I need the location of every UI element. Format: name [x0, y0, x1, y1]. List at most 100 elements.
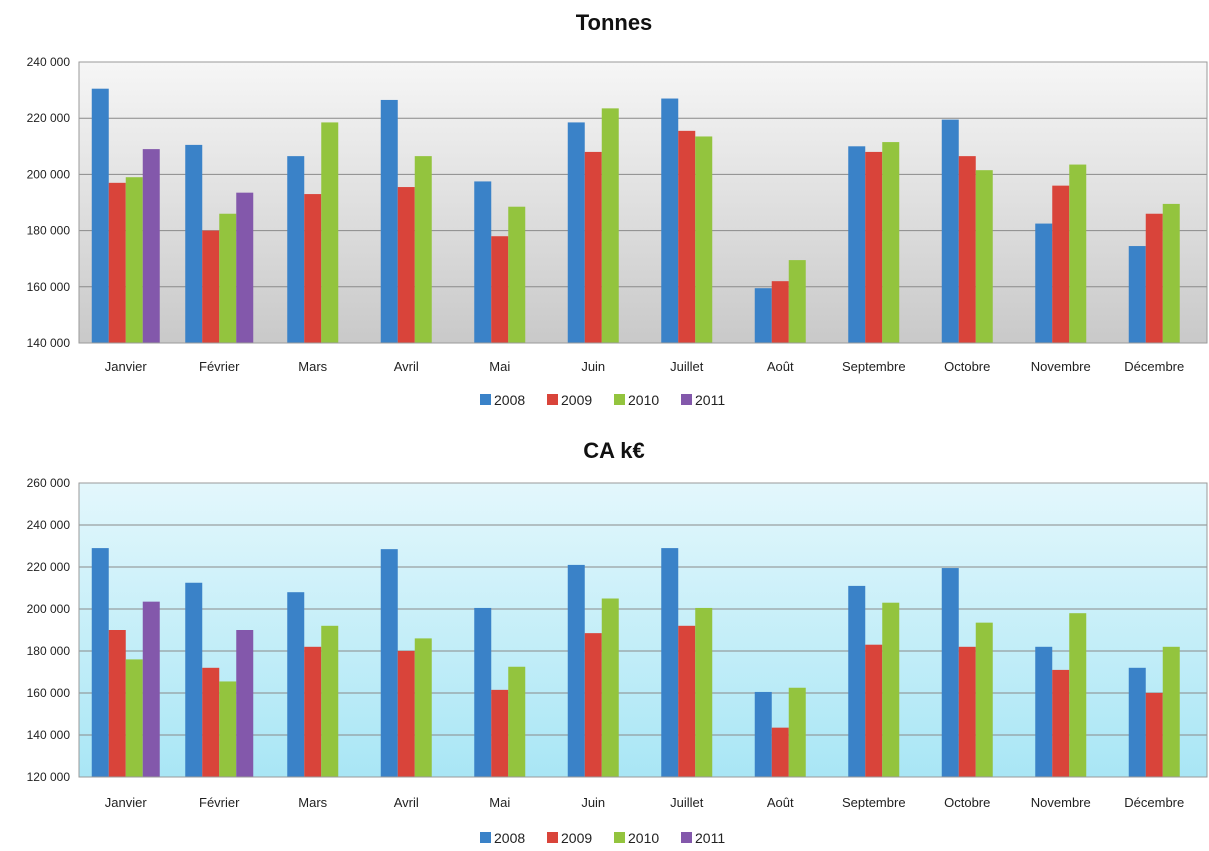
plot-area — [79, 62, 1207, 343]
legend-label-2008: 2008 — [494, 392, 525, 408]
bar-2008-6 — [661, 548, 679, 777]
bar-2008-6 — [661, 98, 679, 343]
legend-swatch-2009 — [547, 832, 558, 843]
legend-swatch-2010 — [614, 394, 625, 405]
bar-2008-3 — [380, 549, 398, 777]
bar-2011-1 — [236, 630, 254, 777]
bar-2008-11 — [1128, 246, 1146, 343]
bar-2009-3 — [397, 187, 415, 343]
x-tick-label: Juillet — [670, 795, 704, 810]
bar-2008-1 — [185, 582, 203, 777]
plot-border — [78, 482, 1208, 778]
plot-area — [79, 483, 1207, 777]
bar-2010-11 — [1162, 203, 1180, 343]
bar-2010-5 — [601, 108, 619, 344]
bar-2010-3 — [414, 638, 432, 777]
bar-2008-0 — [91, 548, 109, 777]
bar-2008-5 — [567, 564, 585, 777]
bars — [91, 88, 1180, 344]
bar-2009-6 — [678, 625, 696, 777]
bar-2008-9 — [941, 119, 959, 343]
y-tick-label: 120 000 — [27, 770, 71, 784]
bar-2010-9 — [975, 170, 993, 343]
bar-2010-1 — [219, 681, 237, 777]
bar-2009-4 — [491, 236, 509, 343]
legend-swatch-2008 — [480, 832, 491, 843]
bar-2009-2 — [304, 194, 322, 343]
x-tick-label: Novembre — [1031, 795, 1091, 810]
bar-2011-0 — [142, 149, 160, 343]
bar-2009-8 — [865, 644, 883, 777]
x-tick-label: Octobre — [944, 795, 990, 810]
x-tick-label: Février — [199, 795, 240, 810]
bar-2009-11 — [1145, 693, 1163, 777]
legend-label-2008: 2008 — [494, 830, 525, 846]
legend-swatch-2010 — [614, 832, 625, 843]
bar-2008-0 — [91, 88, 109, 343]
bar-2011-0 — [142, 601, 160, 777]
bar-2009-0 — [108, 182, 126, 343]
x-tick-label: Juillet — [670, 359, 704, 374]
y-tick-label: 200 000 — [27, 602, 71, 616]
bar-2010-0 — [125, 177, 143, 343]
bar-2009-6 — [678, 130, 696, 343]
bar-2010-10 — [1069, 613, 1087, 777]
legend-swatch-2008 — [480, 394, 491, 405]
legend-swatch-2011 — [681, 832, 692, 843]
bar-2009-7 — [771, 281, 789, 343]
bar-2009-5 — [584, 151, 602, 343]
x-tick-label: Février — [199, 359, 240, 374]
legend: 2008 2009 2010 2011 — [480, 392, 725, 408]
bar-2009-9 — [958, 156, 976, 343]
bar-2010-6 — [695, 136, 713, 343]
bar-2008-4 — [474, 607, 492, 777]
x-tick-label: Mai — [489, 359, 510, 374]
y-tick-label: 140 000 — [27, 336, 71, 350]
bar-2010-6 — [695, 607, 713, 777]
bar-2011-1 — [236, 192, 254, 343]
x-tick-label: Septembre — [842, 795, 906, 810]
x-axis: Janvier Février Mars Avril Mai Juin Juillet Aoû… — [105, 795, 1184, 810]
y-tick-label: 240 000 — [27, 55, 71, 69]
x-tick-label: Décembre — [1124, 795, 1184, 810]
chart-title: Tonnes — [576, 10, 653, 35]
bar-2010-2 — [321, 122, 339, 343]
bar-2010-9 — [975, 622, 993, 777]
legend-label-2009: 2009 — [561, 392, 592, 408]
x-tick-label: Août — [767, 359, 794, 374]
bar-2009-10 — [1052, 669, 1070, 777]
legend-swatch-2011 — [681, 394, 692, 405]
x-tick-label: Août — [767, 795, 794, 810]
bar-2010-11 — [1162, 646, 1180, 777]
y-tick-label: 200 000 — [27, 167, 71, 181]
x-tick-label: Mars — [298, 359, 327, 374]
bar-2009-3 — [397, 651, 415, 777]
y-tick-label: 220 000 — [27, 560, 71, 574]
x-tick-label: Décembre — [1124, 359, 1184, 374]
bar-2010-1 — [219, 213, 237, 343]
bar-2009-1 — [202, 230, 220, 343]
x-tick-label: Juin — [581, 795, 605, 810]
x-tick-label: Janvier — [105, 795, 148, 810]
bars — [91, 548, 1180, 777]
bar-2008-10 — [1035, 646, 1053, 777]
x-tick-label: Septembre — [842, 359, 906, 374]
bar-2008-1 — [185, 144, 203, 343]
bar-2008-9 — [941, 568, 959, 777]
x-tick-label: Mars — [298, 795, 327, 810]
ca-keur-chart: CA k€ 120 000 140 000 160 000 180 000 200 00… — [27, 438, 1208, 846]
bar-2010-5 — [601, 598, 619, 777]
bar-2010-0 — [125, 659, 143, 777]
plot-border — [78, 61, 1208, 344]
y-tick-label: 260 000 — [27, 476, 71, 490]
bar-2008-5 — [567, 122, 585, 343]
bar-2009-0 — [108, 630, 126, 777]
bar-2009-1 — [202, 667, 220, 777]
x-tick-label: Octobre — [944, 359, 990, 374]
bar-2010-7 — [788, 260, 806, 343]
x-tick-label: Avril — [394, 359, 419, 374]
y-tick-label: 240 000 — [27, 518, 71, 532]
chart-title: CA k€ — [583, 438, 645, 463]
legend-swatch-2009 — [547, 394, 558, 405]
bar-2008-8 — [848, 585, 866, 777]
